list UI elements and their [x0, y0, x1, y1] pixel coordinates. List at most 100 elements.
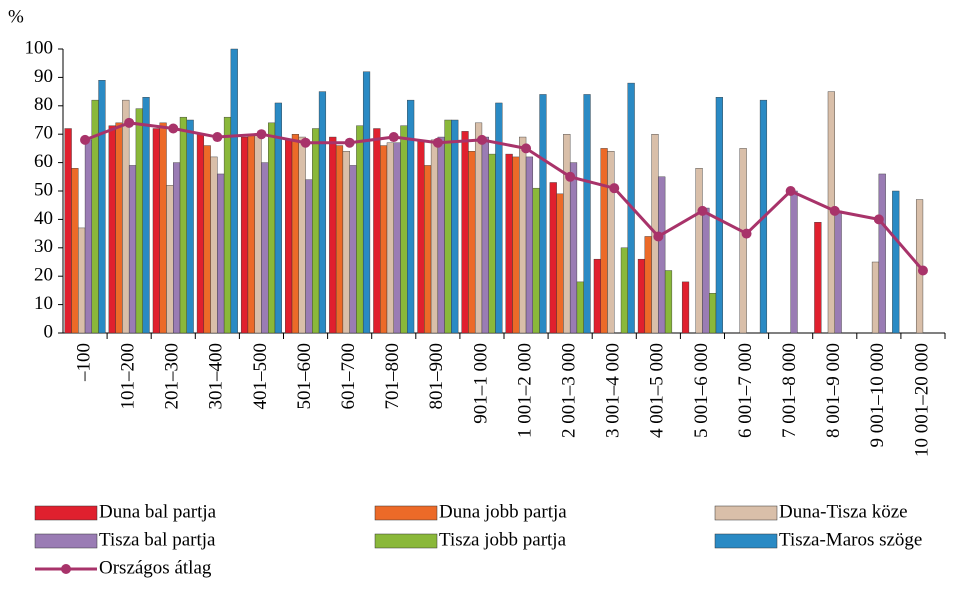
bar [318, 91, 327, 334]
bar [335, 145, 344, 334]
bar [98, 80, 106, 334]
bar [71, 168, 79, 334]
average-marker [432, 137, 443, 148]
bar [525, 156, 534, 334]
legend-swatch [374, 505, 438, 521]
average-marker [344, 137, 355, 148]
legend-label: Országos átlag [99, 557, 212, 578]
x-tick-label: 501–600 [294, 343, 315, 410]
average-marker [300, 137, 311, 148]
legend-swatch [714, 533, 778, 549]
legend-label: Tisza jobb partja [439, 529, 567, 550]
x-tick-label: 7 001–8 000 [779, 343, 800, 438]
bar [386, 142, 394, 334]
x-tick-label: 601–700 [338, 343, 359, 410]
bar [179, 116, 187, 334]
x-tick-label: 201–300 [162, 343, 183, 410]
bar [373, 128, 381, 334]
x-tick-label: 8 001–9 000 [823, 343, 844, 438]
bar [298, 136, 306, 334]
average-marker [829, 205, 840, 216]
legend-swatch [34, 533, 98, 549]
bar [495, 102, 503, 334]
y-tick-label: 30 [34, 236, 53, 257]
bar [159, 122, 167, 334]
average-marker [256, 129, 267, 140]
bar [468, 151, 476, 334]
x-tick-label: 2 001–3 000 [559, 343, 580, 438]
bar [715, 97, 723, 334]
average-marker [80, 134, 91, 145]
bar [664, 270, 673, 334]
bar [312, 128, 320, 334]
average-marker [653, 231, 664, 242]
x-tick-label: 4 001–5 000 [647, 343, 668, 438]
bar [135, 108, 143, 334]
x-tick-label: 401–500 [250, 343, 271, 410]
average-marker [609, 183, 620, 194]
y-axis-label: % [8, 6, 24, 27]
x-tick-label: 801–900 [426, 343, 447, 410]
bar [342, 151, 350, 334]
bar [702, 207, 710, 334]
bar [203, 145, 211, 334]
bar [380, 145, 388, 334]
y-tick-label: 70 [34, 123, 53, 144]
bar [834, 210, 842, 334]
y-tick-label: 90 [34, 66, 53, 87]
bar [424, 165, 432, 334]
y-tick-label: 20 [34, 265, 53, 286]
bar [108, 125, 116, 334]
bar [871, 261, 880, 334]
bar [512, 156, 520, 334]
bar [437, 136, 445, 334]
y-tick-label: 80 [34, 94, 53, 115]
bar [461, 131, 469, 334]
average-marker [917, 265, 928, 276]
bar [166, 185, 174, 334]
bar [637, 258, 646, 334]
bar [128, 165, 137, 334]
bar [576, 281, 584, 334]
bar [451, 119, 459, 334]
average-marker [741, 228, 752, 239]
bar [173, 162, 181, 334]
legend-swatch [374, 533, 438, 549]
bar [519, 136, 527, 334]
bar [549, 182, 557, 334]
bar [186, 119, 194, 334]
legend-label: Duna-Tisza köze [779, 501, 908, 522]
bar [196, 133, 205, 334]
x-tick-label: 901–1 000 [470, 343, 491, 424]
bar [122, 99, 130, 334]
x-tick-label: 1 001–2 000 [514, 343, 535, 438]
bar [247, 133, 255, 334]
bar [417, 139, 425, 334]
bar [569, 162, 578, 334]
bar [407, 99, 415, 334]
x-tick-label: 101–200 [118, 343, 139, 410]
bar [291, 133, 299, 334]
x-tick-label: 10 001–20 000 [911, 343, 932, 457]
bar [739, 148, 747, 334]
bar [607, 151, 615, 334]
x-tick-label: 6 001–7 000 [735, 343, 756, 438]
bar [261, 162, 269, 334]
bar [349, 165, 357, 334]
average-marker [565, 171, 576, 182]
legend-swatch [34, 505, 98, 521]
legend-swatch [714, 505, 778, 521]
bar [400, 125, 408, 334]
bar [474, 122, 483, 334]
average-marker [168, 123, 179, 134]
bar [430, 139, 439, 334]
bar [539, 94, 547, 334]
bar [444, 119, 452, 334]
x-tick-label: 5 001–6 000 [691, 343, 712, 438]
bar [240, 136, 249, 334]
y-tick-label: 60 [34, 151, 53, 172]
average-marker [697, 205, 708, 216]
bar [115, 122, 123, 334]
bar [152, 128, 160, 334]
